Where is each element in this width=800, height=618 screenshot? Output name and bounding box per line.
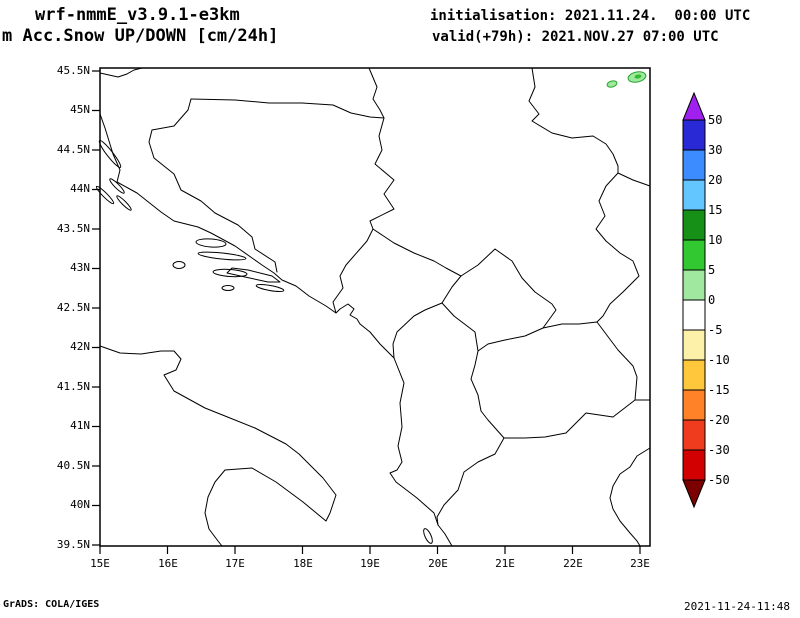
border-montenegro-serbia	[372, 228, 462, 277]
island-vis	[172, 261, 186, 269]
lon-tick-label: 18E	[293, 557, 313, 570]
island-brac	[195, 238, 227, 248]
snow-area	[606, 71, 647, 88]
lat-tick-label: 41.5N	[56, 380, 90, 393]
colorbar-tick-label: -10	[708, 353, 730, 367]
colorbar-segment	[682, 149, 706, 181]
lat-tick-label: 44.5N	[56, 143, 90, 156]
lat-tick-label: 41N	[70, 419, 90, 432]
creation-timestamp: 2021-11-24-11:48	[684, 600, 790, 613]
island-ugljan	[109, 178, 125, 194]
colorbar-tick-label: 0	[708, 293, 716, 307]
coastline-east-adriatic	[99, 113, 453, 547]
island-lastovo	[221, 285, 235, 291]
colorbar-segment	[682, 419, 706, 451]
lat-tick-label: 44N	[70, 182, 90, 195]
lat-tick-label: 45N	[70, 103, 90, 116]
border-drina	[369, 117, 395, 230]
border-slovenia-croatia	[99, 67, 143, 78]
colorbar-tick-label: -15	[708, 383, 730, 397]
colorbar-tick-label: -5	[708, 323, 723, 337]
colorbar-segment	[682, 389, 706, 421]
init-time-label: initialisation: 2021.11.24. 00:00 UTC	[430, 8, 751, 24]
lon-tick-label: 20E	[428, 557, 448, 570]
lon-tick-label: 15E	[90, 557, 110, 570]
island-kornati	[116, 195, 132, 211]
colorbar-down-arrow	[682, 479, 706, 509]
colorbar-tick-label: 10	[708, 233, 723, 247]
lon-tick-label: 22E	[563, 557, 583, 570]
colorbar-tick-label: 15	[708, 203, 723, 217]
lon-tick-label: 17E	[225, 557, 245, 570]
valid-time-label: valid(+79h): 2021.NOV.27 07:00 UTC	[432, 29, 719, 45]
lat-tick-label: 39.5N	[56, 538, 90, 551]
lat-tick-label: 43N	[70, 261, 90, 274]
lat-tick-label: 42.5N	[56, 301, 90, 314]
island-hvar	[197, 251, 247, 261]
snow-area-core	[634, 74, 642, 79]
colorbar-segment	[682, 329, 706, 361]
border-croatia-bosnia	[148, 98, 278, 273]
colorbar-segment	[682, 239, 706, 271]
lat-tick-label: 40.5N	[56, 459, 90, 472]
lat-tick-label: 42N	[70, 340, 90, 353]
border-montenegro-kosovo	[441, 275, 462, 304]
border-serbia-bulgaria	[595, 172, 640, 323]
colorbar	[682, 92, 706, 509]
colorbar-tick-label: -50	[708, 473, 730, 487]
border-serbia-romania-danube	[528, 67, 651, 187]
island-pag	[98, 139, 122, 169]
grads-credit: GrADS: COLA/IGES	[3, 599, 100, 610]
lat-tick-label: 45.5N	[56, 64, 90, 77]
product-title: m Acc.Snow UP/DOWN [cm/24h]	[2, 26, 279, 46]
colorbar-segment	[682, 449, 706, 481]
lon-tick-label: 23E	[630, 557, 650, 570]
colorbar-tick-label: 20	[708, 173, 723, 187]
colorbar-segment	[682, 269, 706, 301]
coastline-aegean	[609, 447, 651, 547]
colorbar-segment	[682, 299, 706, 331]
lat-tick-label: 40N	[70, 498, 90, 511]
border-montenegro-albania	[392, 302, 443, 359]
peninsula-peljesac	[226, 267, 281, 283]
colorbar-segment	[682, 179, 706, 211]
island-mljet	[255, 284, 285, 292]
border-kosovo	[441, 248, 557, 352]
lon-tick-label: 19E	[360, 557, 380, 570]
island-korcula	[212, 268, 248, 278]
border-croatia-serbia	[368, 67, 385, 119]
border-sava	[190, 98, 385, 119]
colorbar-segment	[682, 359, 706, 391]
colorbar-tick-label: -20	[708, 413, 730, 427]
border-macedonia	[470, 321, 638, 439]
colorbar-tick-label: 50	[708, 113, 723, 127]
colorbar-segment	[682, 209, 706, 241]
lon-tick-label: 21E	[495, 557, 515, 570]
lat-tick-label: 43.5N	[56, 222, 90, 235]
island-corfu	[423, 528, 433, 544]
coastline-italy	[99, 345, 337, 547]
lon-tick-label: 16E	[158, 557, 178, 570]
map-frame	[99, 67, 651, 547]
lat-axis-ticks	[92, 70, 100, 546]
island-dugi-otok	[95, 185, 115, 205]
colorbar-tick-label: 30	[708, 143, 723, 157]
coastline-borders	[95, 67, 651, 547]
lon-axis-ticks	[99, 546, 641, 554]
model-title: wrf-nmmE_v3.9.1-e3km	[35, 5, 240, 25]
colorbar-tick-label: -30	[708, 443, 730, 457]
snow-area-blob	[606, 80, 618, 88]
border-bosnia-montenegro	[332, 228, 374, 314]
colorbar-segment	[682, 119, 706, 151]
border-albania-greece	[436, 437, 505, 526]
colorbar-up-arrow	[682, 92, 706, 121]
colorbar-tick-label: 5	[708, 263, 716, 277]
